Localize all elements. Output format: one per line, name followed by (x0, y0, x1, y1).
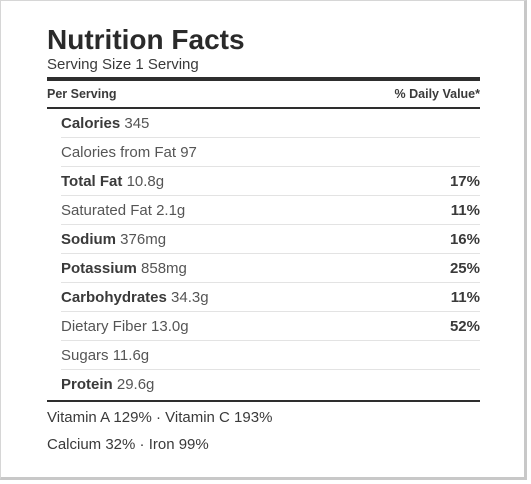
nutrient-label: Dietary Fiber (61, 317, 147, 335)
nutrient-label: Total Fat (61, 172, 123, 190)
nutrient-pct: 17% (449, 172, 480, 190)
nutrient-row-dietary-fiber: Dietary Fiber 13.0g 52% (61, 312, 480, 341)
nutrient-pct: 52% (449, 317, 480, 335)
nutrient-value: 29.6g (116, 375, 155, 393)
column-header: Per Serving % Daily Value* (47, 81, 480, 107)
nutrient-label: Sugars (61, 346, 109, 364)
nutrition-title: Nutrition Facts (47, 24, 245, 55)
nutrient-label: Calories from Fat (61, 143, 177, 161)
nutrient-row-saturated-fat: Saturated Fat 2.1g 11% (61, 196, 480, 225)
nutrient-pct: 11% (450, 201, 480, 219)
nutrient-value: 34.3g (171, 288, 209, 306)
thick-divider (47, 77, 480, 81)
nutrient-list: Calories 345 Calories from Fat 97 Total … (61, 109, 480, 398)
vitamins-line-1: Vitamin A 129% · Vitamin C 193% (47, 409, 273, 426)
nutrient-value: 2.1g (156, 201, 186, 219)
per-serving-label: Per Serving (47, 87, 117, 101)
nutrient-value: 858mg (141, 259, 187, 277)
nutrient-label: Protein (61, 375, 113, 393)
nutrient-label: Carbohydrates (61, 288, 167, 306)
nutrient-value: 10.8g (126, 172, 165, 190)
nutrient-row-sugars: Sugars 11.6g (61, 341, 480, 370)
nutrient-pct: 11% (450, 288, 480, 306)
nutrient-value: 376mg (120, 230, 167, 248)
nutrient-row-carbohydrates: Carbohydrates 34.3g 11% (61, 283, 480, 312)
nutrient-label: Potassium (61, 259, 137, 277)
nutrient-row-protein: Protein 29.6g (61, 370, 480, 398)
nutrient-row-calories: Calories 345 (61, 109, 480, 138)
nutrient-row-sodium: Sodium 376mg 16% (61, 225, 480, 254)
nutrient-pct: 25% (449, 259, 480, 277)
nutrient-label: Calories (61, 114, 121, 132)
serving-size: Serving Size 1 Serving (47, 56, 199, 73)
vitamins-line-2: Calcium 32% · Iron 99% (47, 436, 209, 453)
nutrient-label: Saturated Fat (61, 201, 152, 219)
nutrient-row-calories-from-fat: Calories from Fat 97 (61, 138, 480, 167)
header-divider (47, 107, 480, 109)
bottom-divider (47, 400, 480, 402)
nutrient-value: 13.0g (151, 317, 189, 335)
nutrient-pct: 16% (449, 230, 480, 248)
daily-value-label: % Daily Value* (394, 87, 480, 101)
nutrient-label: Sodium (61, 230, 116, 248)
nutrient-value: 97 (180, 143, 197, 161)
nutrient-row-total-fat: Total Fat 10.8g 17% (61, 167, 480, 196)
nutrient-row-potassium: Potassium 858mg 25% (61, 254, 480, 283)
nutrition-facts-panel: Nutrition Facts Serving Size 1 Serving P… (47, 24, 480, 458)
nutrient-value: 345 (124, 114, 150, 132)
nutrient-value: 11.6g (112, 346, 150, 364)
